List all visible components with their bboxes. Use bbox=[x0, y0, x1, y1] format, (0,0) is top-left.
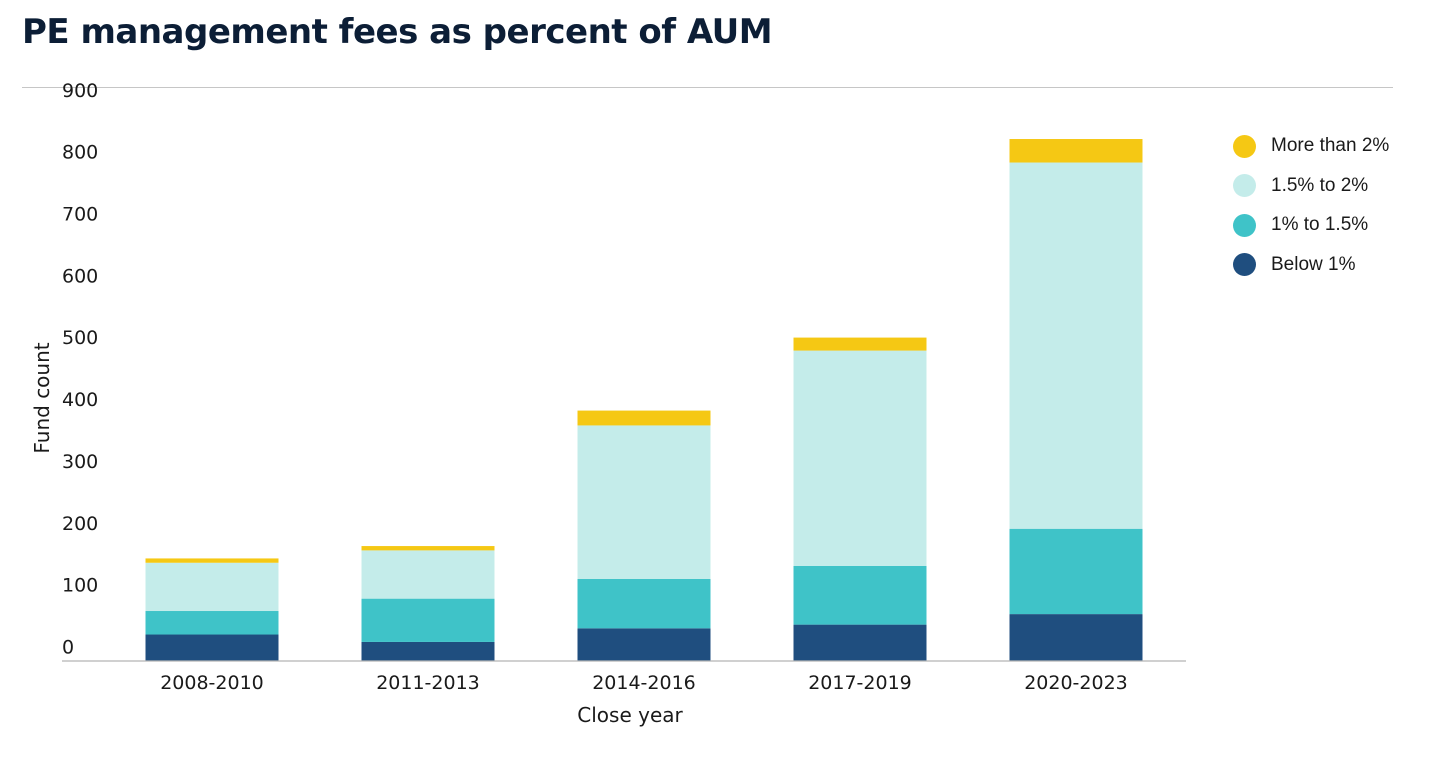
y-tick-label: 700 bbox=[62, 203, 98, 225]
legend-swatch bbox=[1233, 253, 1256, 276]
y-tick-label: 300 bbox=[62, 451, 98, 473]
bar-segment-more-than-2 bbox=[793, 337, 927, 351]
y-tick-label: 200 bbox=[62, 513, 98, 535]
bars bbox=[145, 139, 1143, 661]
bar-segment-more-than-2 bbox=[145, 558, 279, 563]
x-tick-label: 2017-2019 bbox=[808, 672, 912, 694]
y-tick-label: 400 bbox=[62, 389, 98, 411]
y-tick-label: 500 bbox=[62, 327, 98, 349]
bar-segment-1-to-1-5 bbox=[577, 578, 711, 629]
y-tick-label: 100 bbox=[62, 575, 98, 597]
x-axis-ticks: 2008-2010 2011-2013 2014-2016 2017-2019 2020… bbox=[160, 672, 1128, 694]
legend-label: 1.5% to 2% bbox=[1271, 174, 1369, 196]
y-axis-label: Fund count bbox=[30, 342, 54, 453]
bar-segment-below-1 bbox=[793, 624, 927, 661]
x-tick-label: 2011-2013 bbox=[376, 672, 480, 694]
bar-segment-below-1 bbox=[1009, 614, 1143, 661]
legend-item-below-1: Below 1% bbox=[1233, 252, 1389, 278]
y-tick-label: 600 bbox=[62, 265, 98, 287]
legend-item-1-5-to-2: 1.5% to 2% bbox=[1233, 173, 1389, 199]
bar-segment-more-than-2 bbox=[1009, 139, 1143, 163]
bar-segment-1-5-to-2 bbox=[793, 350, 927, 566]
bar-segment-1-5-to-2 bbox=[361, 550, 495, 599]
bar-segment-below-1 bbox=[361, 641, 495, 661]
y-tick-label: 0 bbox=[62, 637, 74, 659]
bar-segment-1-5-to-2 bbox=[145, 562, 279, 612]
page-title: PE management fees as percent of AUM bbox=[22, 12, 773, 52]
legend-swatch bbox=[1233, 174, 1256, 197]
bar-segment-1-to-1-5 bbox=[1009, 528, 1143, 615]
bar-segment-more-than-2 bbox=[361, 546, 495, 551]
legend-swatch bbox=[1233, 213, 1256, 237]
legend-item-more-than-2: More than 2% bbox=[1233, 133, 1389, 159]
legend-label: 1% to 1.5% bbox=[1271, 214, 1369, 235]
legend-swatch bbox=[1233, 134, 1256, 158]
y-tick-label: 800 bbox=[62, 142, 98, 164]
legend-label: Below 1% bbox=[1271, 253, 1356, 275]
legend-item-1-to-1-5: 1% to 1.5% bbox=[1233, 212, 1389, 238]
bar-segment-below-1 bbox=[145, 634, 279, 661]
bar-segment-below-1 bbox=[577, 628, 711, 661]
bar-segment-1-to-1-5 bbox=[145, 611, 279, 635]
bar-segment-1-5-to-2 bbox=[1009, 162, 1143, 529]
bar-segment-more-than-2 bbox=[577, 410, 711, 426]
bar-segment-1-to-1-5 bbox=[361, 598, 495, 642]
y-axis-ticks: 0 100 200 300 400 500 600 700 800 900 bbox=[62, 80, 98, 659]
bar-segment-1-to-1-5 bbox=[793, 565, 927, 625]
legend: More than 2% 1.5% to 2% 1% to 1.5% Below 1% bbox=[1233, 133, 1389, 291]
x-axis-label: Close year bbox=[577, 703, 683, 727]
x-tick-label: 2020-2023 bbox=[1024, 672, 1128, 694]
legend-label: More than 2% bbox=[1271, 135, 1390, 156]
x-tick-label: 2008-2010 bbox=[160, 672, 264, 694]
title-divider bbox=[22, 87, 1393, 88]
x-tick-label: 2014-2016 bbox=[592, 672, 696, 694]
y-tick-label: 900 bbox=[62, 80, 98, 102]
bar-segment-1-5-to-2 bbox=[577, 425, 711, 579]
